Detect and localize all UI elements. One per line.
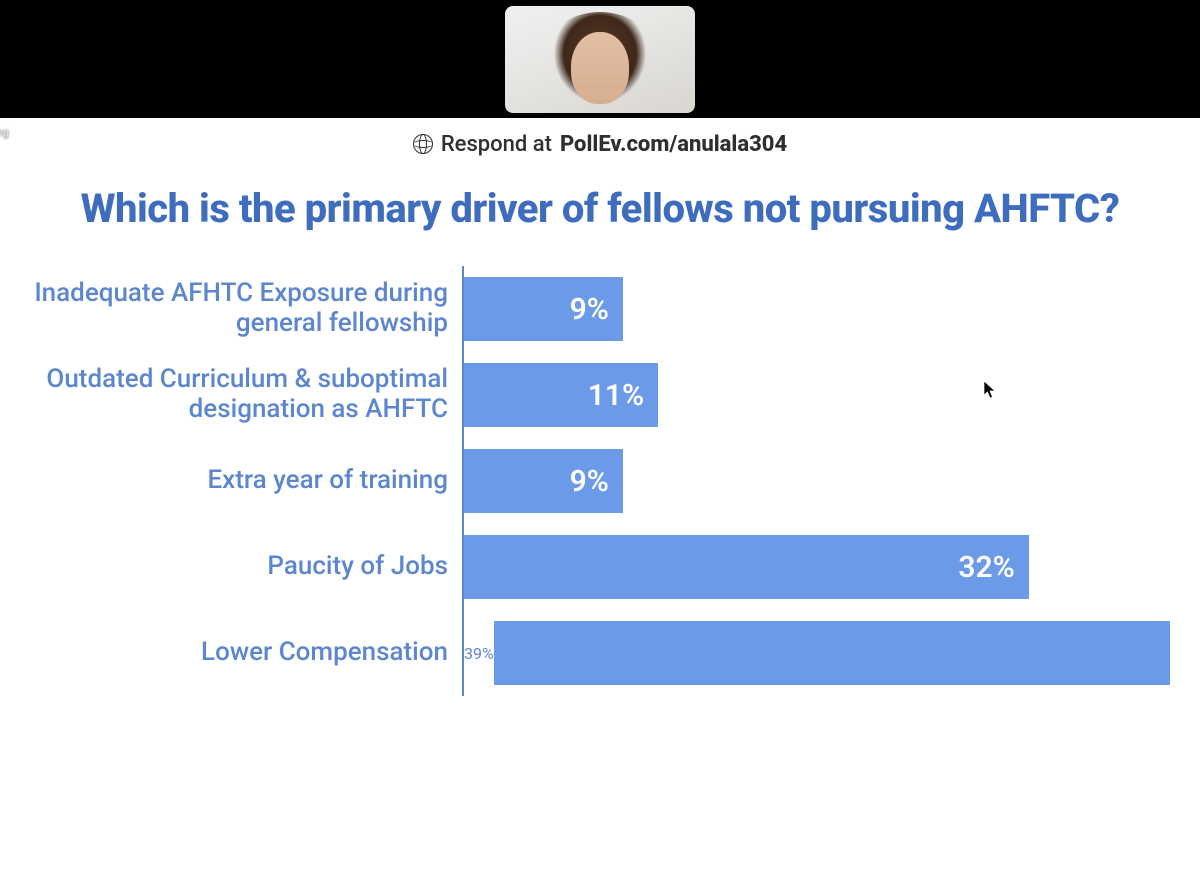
bar-value-outside: 39%	[464, 644, 494, 663]
bar-label: Extra year of training	[30, 438, 462, 524]
video-strip	[0, 0, 1200, 118]
bar-track: 9%	[462, 438, 1170, 524]
bar-track: 11%	[462, 352, 1170, 438]
bar	[494, 621, 1170, 685]
chart-row: Paucity of Jobs32%	[30, 524, 1170, 610]
chart-row: Outdated Curriculum & suboptimal designa…	[30, 352, 1170, 438]
slide-content: Respond at PollEv.com/anulala304 Which i…	[0, 118, 1200, 871]
bar-track: 39%	[462, 610, 1170, 696]
bar-label: Inadequate AFHTC Exposure during general…	[30, 266, 462, 352]
bar: 9%	[464, 449, 623, 513]
recording-indicator-partial: rding	[0, 126, 9, 139]
presenter-video-thumbnail[interactable]	[505, 6, 695, 113]
poll-results-chart: Inadequate AFHTC Exposure during general…	[0, 262, 1200, 871]
chart-row: Extra year of training9%	[30, 438, 1170, 524]
chart-row: Lower Compensation39%	[30, 610, 1170, 696]
bar: 32%	[464, 535, 1029, 599]
bar-label: Outdated Curriculum & suboptimal designa…	[30, 352, 462, 438]
bar: 11%	[464, 363, 658, 427]
respond-instruction: Respond at PollEv.com/anulala304	[0, 118, 1200, 170]
bar-label: Lower Compensation	[30, 610, 462, 696]
bar: 9%	[464, 277, 623, 341]
respond-url[interactable]: PollEv.com/anulala304	[560, 132, 787, 157]
bar-track: 9%	[462, 266, 1170, 352]
chart-row: Inadequate AFHTC Exposure during general…	[30, 266, 1170, 352]
bar-label: Paucity of Jobs	[30, 524, 462, 610]
bar-track: 32%	[462, 524, 1170, 610]
globe-icon	[413, 134, 433, 154]
respond-prefix: Respond at	[441, 132, 552, 157]
poll-question: Which is the primary driver of fellows n…	[0, 170, 1200, 262]
